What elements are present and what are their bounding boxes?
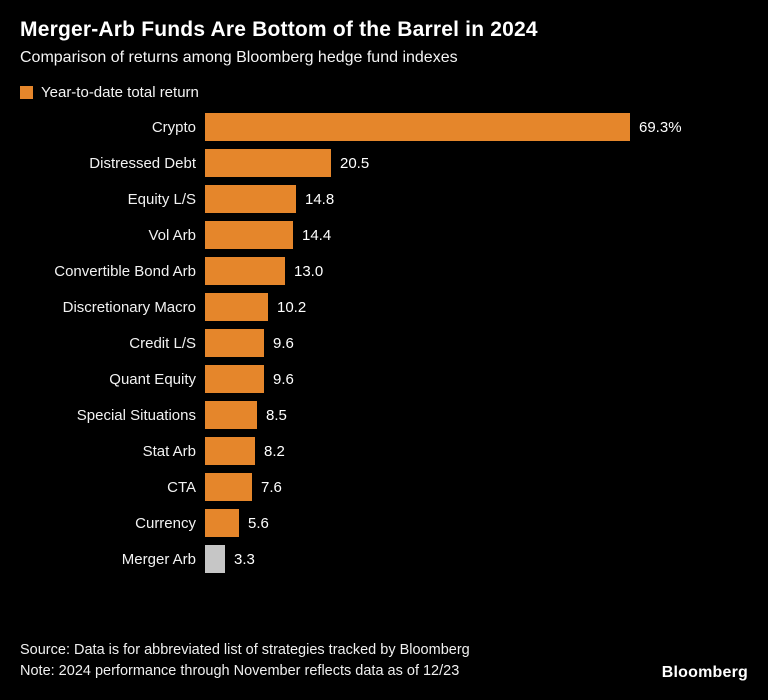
category-label: Crypto [151, 118, 196, 136]
value-label: 9.6 [273, 334, 294, 352]
legend-label: Year-to-date total return [41, 84, 199, 101]
category-label: Discretionary Macro [62, 298, 196, 316]
value-label: 14.4 [302, 226, 332, 244]
value-label: 9.6 [273, 370, 294, 388]
bar-row: Distressed Debt 20.5 [20, 145, 748, 181]
data-note: Note: 2024 performance through November … [20, 663, 460, 679]
bar-row: Stat Arb 8.2 [20, 433, 748, 469]
bar [205, 185, 296, 213]
value-label: 5.6 [248, 514, 269, 532]
bar-row: CTA 7.6 [20, 469, 748, 505]
value-label: 14.8 [305, 190, 335, 208]
chart-title: Merger-Arb Funds Are Bottom of the Barre… [20, 18, 538, 41]
value-label: 10.2 [277, 298, 307, 316]
category-label: Quant Equity [109, 370, 196, 388]
category-label: Currency [135, 514, 196, 532]
bar [205, 401, 257, 429]
bar [205, 149, 331, 177]
bar-row: Convertible Bond Arb 13.0 [20, 253, 748, 289]
bar [205, 437, 255, 465]
legend: Year-to-date total return [20, 84, 748, 101]
category-label: Convertible Bond Arb [54, 262, 196, 280]
chart-subtitle: Comparison of returns among Bloomberg he… [20, 49, 458, 66]
source-note: Source: Data is for abbreviated list of … [20, 642, 470, 658]
bar-row: Merger Arb 3.3 [20, 541, 748, 577]
value-label: 3.3 [234, 550, 255, 568]
value-label: 13.0 [294, 262, 324, 280]
category-label: Special Situations [76, 406, 196, 424]
category-label: Distressed Debt [89, 154, 196, 172]
value-label: 7.6 [261, 478, 282, 496]
bar-row: Currency 5.6 [20, 505, 748, 541]
value-label: 8.2 [264, 442, 285, 460]
bar [205, 257, 285, 285]
chart-footer: Source: Data is for abbreviated list of … [20, 640, 748, 682]
category-label: Credit L/S [129, 334, 196, 352]
legend-swatch-icon [20, 86, 33, 99]
bar-chart: Crypto 69.3% Distressed Debt 20.5 Equity L/S… [20, 109, 748, 577]
bar [205, 473, 252, 501]
bar-row: Discretionary Macro 10.2 [20, 289, 748, 325]
bar [205, 329, 264, 357]
value-label: 8.5 [266, 406, 287, 424]
category-label: Equity L/S [127, 190, 196, 208]
footer-notes: Source: Data is for abbreviated list of … [20, 640, 470, 682]
bar [205, 221, 293, 249]
category-label: Stat Arb [142, 442, 196, 460]
category-label: CTA [167, 478, 196, 496]
bar-row: Credit L/S 9.6 [20, 325, 748, 361]
bar-row: Vol Arb 14.4 [20, 217, 748, 253]
value-label: 69.3% [639, 118, 682, 136]
value-label: 20.5 [340, 154, 370, 172]
bar [205, 293, 268, 321]
bar-row: Equity L/S 14.8 [20, 181, 748, 217]
bloomberg-logo: Bloomberg [661, 664, 748, 681]
bar [205, 113, 630, 141]
category-label: Vol Arb [148, 226, 196, 244]
bar [205, 545, 225, 573]
bar-row: Special Situations 8.5 [20, 397, 748, 433]
bar [205, 509, 239, 537]
bar [205, 365, 264, 393]
category-label: Merger Arb [121, 550, 196, 568]
bar-row: Crypto 69.3% [20, 109, 748, 145]
bar-row: Quant Equity 9.6 [20, 361, 748, 397]
